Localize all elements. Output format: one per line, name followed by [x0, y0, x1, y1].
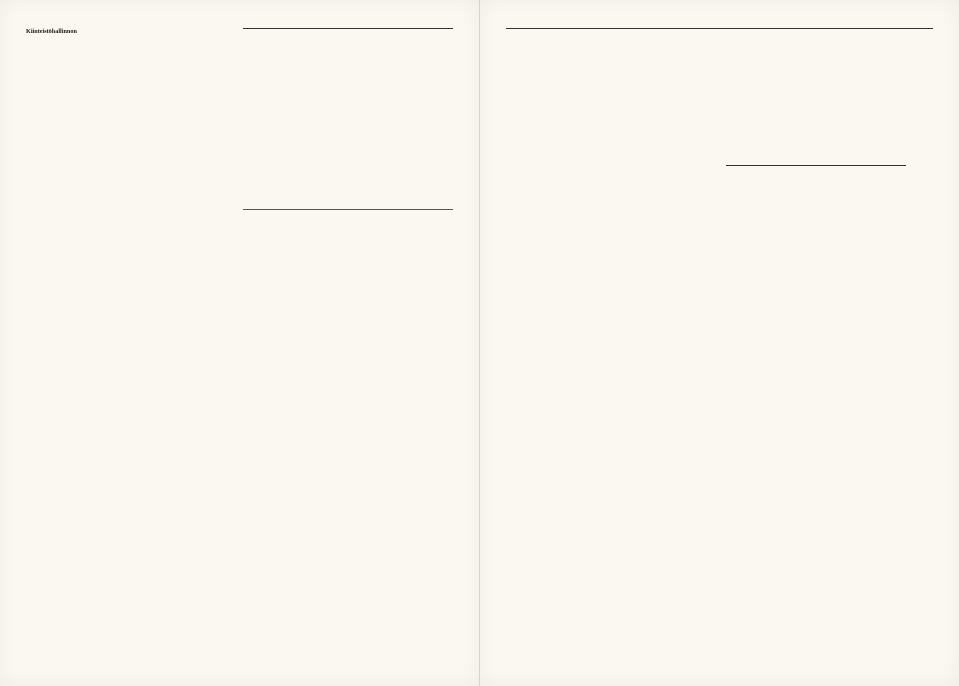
- bar-chart: [726, 45, 906, 166]
- left-col2: [243, 28, 453, 210]
- left-col1: Kiinteistöhallinnon: [26, 28, 229, 210]
- book-spread: Kiinteistöhallinnon: [0, 0, 959, 686]
- rule: [243, 28, 453, 29]
- right-col2: [726, 39, 933, 166]
- page-right: [480, 0, 959, 686]
- p1-lead: Kiinteistöhallinnon: [26, 28, 77, 35]
- stacked-chart: [243, 39, 453, 210]
- page-left: Kiinteistöhallinnon: [0, 0, 480, 686]
- right-col1: [506, 39, 713, 166]
- rule2: [506, 28, 934, 29]
